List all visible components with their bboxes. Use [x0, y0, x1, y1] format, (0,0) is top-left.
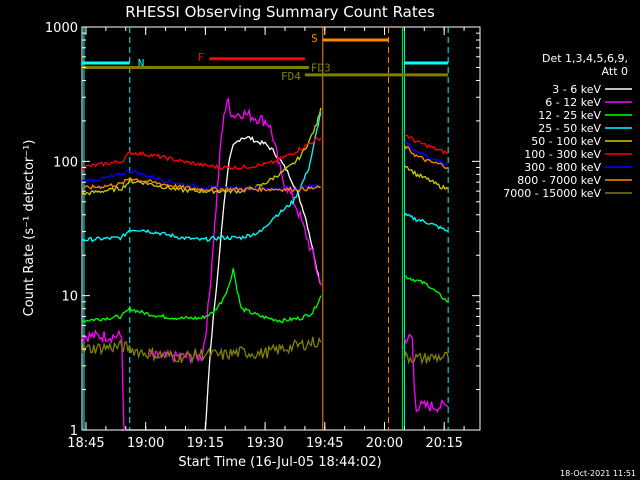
legend-header-1: Att 0 [602, 65, 628, 78]
plot-frame [81, 26, 481, 431]
series-line-2-1 [404, 275, 449, 303]
series-line-3-0 [81, 112, 322, 243]
x-tick-label-4: 19:45 [306, 436, 343, 451]
series-line-4-0 [81, 107, 322, 196]
series-line-5-0 [81, 137, 322, 171]
x-tick-label-2: 19:15 [187, 436, 224, 451]
x-axis-ticks: 18:45 19:00 19:15 19:30 19:45 20:00 20:15 [67, 27, 465, 451]
x-tick-label-5: 20:00 [366, 436, 403, 451]
series-line-1-1 [149, 97, 322, 365]
series-line-4-1 [403, 164, 449, 191]
legend-entry-4: 50 - 100 keV [531, 135, 601, 148]
x-tick-label-0: 18:45 [67, 436, 104, 451]
legend-entry-0: 3 - 6 keV [552, 83, 601, 96]
annotation-label-0: N [138, 57, 145, 70]
series-line-6-1 [404, 141, 449, 165]
series-line-1-0 [81, 329, 126, 431]
series-line-5-1 [403, 133, 449, 155]
plot-border [81, 26, 481, 431]
x-tick-label-6: 20:15 [425, 436, 462, 451]
y-tick-label-2: 100 [53, 155, 78, 170]
annotation-bars: N F S FD3 FD4 [82, 32, 449, 83]
legend-entry-3: 25 - 50 keV [538, 122, 601, 135]
footer-date: 18-Oct-2021 11:51 [560, 469, 636, 478]
annotation-label-5: FD4 [281, 70, 301, 83]
legend-entry-2: 12 - 25 keV [538, 109, 601, 122]
series-line-7-1 [403, 144, 449, 169]
annotation-label-4: FD3 [311, 61, 331, 74]
y-tick-label-3: 1000 [45, 21, 78, 36]
x-tick-label-1: 19:00 [127, 436, 164, 451]
y-axis-ticks: 1 10 100 1000 [45, 21, 480, 439]
legend-entry-8: 7000 - 15000 keV [503, 187, 601, 200]
series-line-1-2 [403, 333, 449, 414]
x-tick-label-3: 19:30 [246, 436, 283, 451]
chart-title: RHESSI Observing Summary Count Rates [125, 3, 435, 21]
y-tick-label-1: 10 [61, 290, 78, 305]
annotation-label-3: S [311, 32, 318, 45]
series-line-2-0 [81, 268, 322, 324]
series-line-0-0 [121, 136, 322, 431]
legend-header-0: Det 1,3,4,5,6,9, [542, 52, 628, 65]
x-axis-label: Start Time (16-Jul-05 18:44:02) [178, 455, 381, 470]
legend-entry-1: 6 - 12 keV [545, 96, 601, 109]
legend-entry-5: 100 - 300 keV [524, 148, 601, 161]
series-line-8-0 [81, 336, 322, 364]
series-line-7-0 [81, 178, 321, 193]
annotation-label-2: F [198, 51, 205, 64]
series-lines [81, 97, 449, 431]
y-tick-label-0: 1 [70, 424, 78, 439]
legend-entry-7: 800 - 7000 keV [517, 174, 601, 187]
legend-entry-6: 300 - 800 keV [524, 161, 601, 174]
vertical-markers [83, 27, 449, 430]
series-line-8-1 [403, 350, 449, 366]
y-axis-label: Count Rate (s⁻¹ detector⁻¹) [22, 140, 37, 317]
series-line-3-1 [403, 212, 449, 233]
